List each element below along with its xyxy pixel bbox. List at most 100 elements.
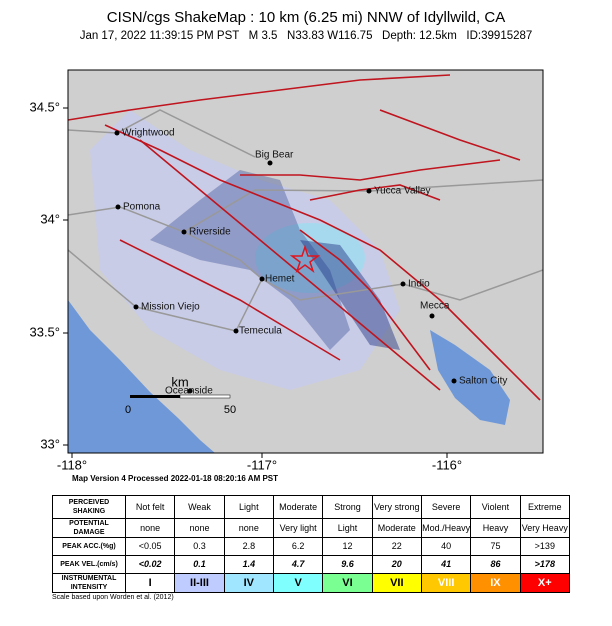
table-cell: 2.8 (223, 537, 274, 556)
city-label: Oceanside (165, 386, 213, 397)
shaking-moderate (255, 223, 365, 293)
table-cell: none (124, 518, 176, 538)
city-label: Yucca Valley (374, 186, 431, 197)
city-label: Temecula (239, 326, 282, 337)
table-cell: V (272, 573, 324, 593)
table-cell: Very light (272, 518, 324, 538)
city-label: Hemet (265, 274, 295, 285)
table-cell: 86 (470, 555, 521, 574)
title: CISN/cgs ShakeMap : 10 km (6.25 mi) NNW … (107, 9, 505, 26)
table-cell: <0.02 (124, 555, 176, 574)
table-cell: 6.2 (272, 537, 324, 556)
processed-note: Map Version 4 Processed 2022-01-18 08:20… (72, 474, 278, 483)
table-cell: VI (322, 573, 373, 593)
table-cell: Moderate (371, 518, 422, 538)
table-cell: Strong (322, 495, 373, 519)
row-header: PERCEIVED SHAKING (52, 495, 126, 519)
table-cell: 20 (371, 555, 422, 574)
table-cell: Heavy (470, 518, 521, 538)
y-tick-label: 34.5° (29, 99, 60, 114)
city-dot (451, 378, 457, 384)
footnote: Scale based upon Worden et al. (2012) (52, 594, 174, 601)
scale-end: 50 (224, 404, 236, 416)
table-cell: 40 (420, 537, 472, 556)
city-label: Salton City (459, 376, 507, 387)
ocean (68, 300, 215, 453)
table-cell: IV (223, 573, 274, 593)
table-cell: 4.7 (272, 555, 324, 574)
map-area: Wrightwood Big Bear Yucca Valley Pomona Rive… (68, 70, 543, 453)
scale-bar (130, 395, 180, 398)
y-tick-label: 34° (40, 211, 60, 226)
city-dot (259, 276, 265, 282)
city-dot (181, 229, 187, 235)
table-cell: Extreme (519, 495, 571, 519)
city-dot (115, 204, 121, 210)
scale-start: 0 (125, 404, 131, 416)
city-label: Riverside (189, 227, 231, 238)
table-cell: II-III (174, 573, 225, 593)
table-cell: X+ (519, 573, 571, 593)
table-cell: Weak (174, 495, 225, 519)
row-header: INSTRUMENTAL INTENSITY (52, 573, 126, 593)
city-dot (366, 188, 372, 194)
shaking-light (90, 110, 400, 390)
table-cell: 75 (470, 537, 521, 556)
table-cell: Moderate (272, 495, 324, 519)
table-cell: Not felt (124, 495, 176, 519)
table-row: INSTRUMENTAL INTENSITY I II-III IV V VI VII VII… (52, 573, 571, 593)
terrain-shading (150, 170, 350, 350)
table-cell: 0.3 (174, 537, 225, 556)
row-header: PEAK ACC.(%g) (52, 537, 126, 556)
scale-unit: km (171, 374, 188, 389)
row-header: PEAK VEL.(cm/s) (52, 555, 126, 574)
table-cell: <0.05 (124, 537, 176, 556)
city-dot (114, 130, 120, 136)
table-cell: 9.6 (322, 555, 373, 574)
y-tick-label: 33° (40, 436, 60, 451)
city-dot (400, 281, 406, 287)
intensity-table: PERCEIVED SHAKING Not felt Weak Light Modera… (52, 495, 571, 593)
table-cell: >139 (519, 537, 571, 556)
row-header: POTENTIAL DAMAGE (52, 518, 126, 538)
table-cell: Light (322, 518, 373, 538)
city-label: Indio (408, 279, 430, 290)
table-cell: 1.4 (223, 555, 274, 574)
y-tick-label: 33.5° (29, 324, 60, 339)
table-cell: Very strong (371, 495, 422, 519)
city-label: Mecca (420, 301, 450, 312)
table-cell: Light (223, 495, 274, 519)
epicenter (289, 244, 321, 274)
table-row: POTENTIAL DAMAGE none none none Very light Li… (52, 518, 571, 538)
city-label: Wrightwood (122, 128, 175, 139)
table-cell: VIII (420, 573, 472, 593)
table-cell: VII (371, 573, 422, 593)
table-cell: >178 (519, 555, 571, 574)
terrain-shading (300, 240, 400, 350)
city-label: Pomona (123, 202, 161, 213)
table-cell: 41 (420, 555, 472, 574)
x-tick-label: -117° (247, 457, 277, 472)
table-cell: Severe (420, 495, 472, 519)
table-cell: Violent (470, 495, 521, 519)
city-label: Mission Viejo (141, 302, 200, 313)
city-dot (429, 313, 435, 319)
map-frame (67, 69, 544, 454)
table-cell: 0.1 (174, 555, 225, 574)
scale-bar (179, 394, 231, 399)
city-dot (233, 328, 239, 334)
table-cell: Mod./Heavy (420, 518, 472, 538)
table-cell: none (174, 518, 225, 538)
table-cell: none (223, 518, 274, 538)
table-cell: Very Heavy (519, 518, 571, 538)
table-cell: I (124, 573, 176, 593)
city-dot (267, 160, 273, 166)
x-tick-label: -118° (57, 457, 87, 472)
table-row: PEAK VEL.(cm/s) <0.02 0.1 1.4 4.7 9.6 20 41 86 >1… (52, 555, 571, 574)
table-cell: IX (470, 573, 521, 593)
city-dot (187, 388, 193, 394)
table-row: PEAK ACC.(%g) <0.05 0.3 2.8 6.2 12 22 40 75 >139 (52, 537, 571, 556)
faults (68, 74, 541, 401)
